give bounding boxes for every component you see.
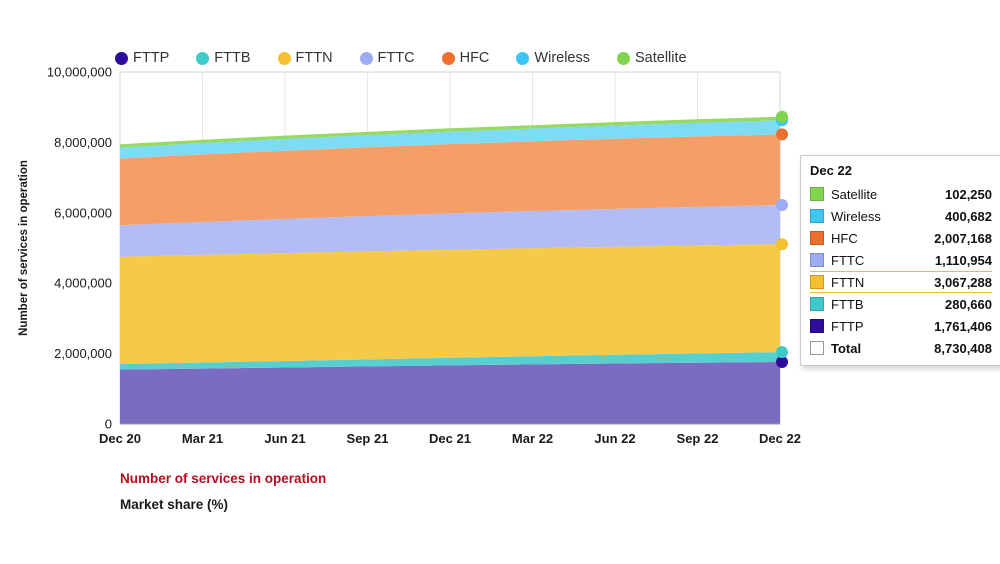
x-axis-tick-label: Mar 21 [182, 431, 223, 446]
area-hfc[interactable] [120, 134, 780, 226]
legend-item-fttn[interactable]: FTTN [277, 50, 333, 66]
y-axis-tick-label: 10,000,000 [47, 65, 112, 80]
tooltip-row-fttb: FTTB 280,660 [810, 293, 992, 315]
legend-item-satellite[interactable]: Satellite [617, 50, 687, 66]
legend-dot-fttn [277, 51, 291, 65]
legend-label: FTTN [295, 50, 333, 66]
legend-label: FTTP [133, 50, 170, 66]
tooltip-series-label: FTTB [831, 296, 864, 312]
tooltip-series-label: Wireless [831, 208, 881, 224]
chart-tab-services-in-operation[interactable]: Number of services in operation [120, 471, 327, 486]
tooltip-row-fttp: FTTP 1,761,406 [810, 315, 992, 337]
legend-dot-satellite [617, 51, 630, 65]
endpoint-dot-hfc[interactable] [776, 128, 788, 141]
tooltip-series-value: 280,660 [945, 296, 992, 312]
tooltip-series-label: Satellite [831, 186, 878, 202]
legend-item-wireless[interactable]: Wireless [516, 50, 590, 66]
y-axis-tick-label: 0 [105, 417, 112, 432]
endpoint-dot-fttb[interactable] [776, 346, 788, 359]
legend-label: FTTC [377, 50, 415, 66]
tooltip-series-label: HFC [831, 230, 858, 246]
tooltip-row-satellite: Satellite 102,250 [810, 183, 992, 205]
tooltip-series-value: 1,110,954 [934, 252, 992, 268]
x-axis-tick-label: Jun 21 [264, 431, 305, 446]
tooltip-swatch-fttc [810, 253, 824, 267]
tooltip-row-wireless: Wireless 400,682 [810, 205, 992, 227]
legend-item-fttb[interactable]: FTTB [196, 50, 251, 66]
tooltip-rows: Satellite 102,250 Wireless 400,682 HFC 2,007,… [810, 183, 992, 359]
area-fttb[interactable] [120, 352, 780, 370]
tooltip-row-fttc: FTTC 1,110,954 [810, 249, 992, 271]
legend-label: FTTB [214, 50, 251, 66]
tooltip-swatch-wireless [810, 209, 824, 223]
tooltip-series-value: 400,682 [945, 208, 992, 224]
legend-label: HFC [459, 50, 490, 66]
chart-legend: FTTP FTTB FTTN FTTC HFC Wireless Satellite [115, 50, 687, 66]
y-axis-tick-label: 4,000,000 [54, 276, 112, 291]
area-fttn[interactable] [120, 244, 780, 365]
x-axis-tick-label: Sep 22 [677, 431, 719, 446]
plot-area[interactable]: 0 2,000,000 4,000,000 6,000,000 8,000,000 10,… [0, 0, 1000, 460]
legend-label: Satellite [635, 50, 687, 66]
legend-label: Wireless [534, 50, 590, 66]
area-wireless[interactable] [120, 120, 780, 159]
legend-dot-fttc [359, 51, 373, 65]
endpoint-dot-fttn[interactable] [776, 238, 788, 251]
chart-tooltip: Dec 22 Satellite 102,250 Wireless 400,682 HF… [800, 155, 1000, 366]
x-axis-tick-label: Dec 20 [99, 431, 141, 446]
y-axis-tick-label: 2,000,000 [54, 346, 112, 361]
tooltip-series-value: 1,761,406 [934, 318, 992, 334]
area-satellite[interactable] [120, 116, 780, 148]
area-fttc[interactable] [120, 205, 780, 257]
endpoint-dot-fttc[interactable] [776, 199, 788, 211]
legend-dot-fttp [115, 51, 128, 65]
tooltip-swatch-hfc [810, 231, 824, 245]
tooltip-row-hfc: HFC 2,007,168 [810, 227, 992, 249]
x-axis-tick-label: Dec 22 [759, 431, 801, 446]
legend-dot-wireless [516, 51, 530, 65]
chart-tabs: Number of services in operation Market sh… [120, 471, 326, 523]
legend-dot-hfc [441, 51, 455, 65]
x-axis-tick-label: Jun 22 [594, 431, 635, 446]
tooltip-swatch-satellite [810, 187, 824, 201]
tooltip-date-header: Dec 22 [810, 163, 852, 178]
x-axis-tick-label: Mar 22 [512, 431, 553, 446]
tooltip-series-label: Total [831, 340, 862, 356]
y-axis-tick-label: 6,000,000 [54, 205, 112, 220]
endpoint-dot-satellite[interactable] [776, 110, 788, 123]
tooltip-series-value: 102,250 [945, 186, 992, 202]
x-axis-tick-label: Sep 21 [347, 431, 389, 446]
area-fttp[interactable] [120, 362, 780, 424]
tooltip-swatch-fttp [810, 319, 824, 333]
tooltip-swatch-total [810, 341, 824, 355]
tooltip-series-value: 2,007,168 [934, 230, 992, 246]
legend-dot-fttb [196, 51, 210, 65]
tooltip-row-fttn: FTTN 3,067,288 [810, 271, 992, 293]
tooltip-series-value: 8,730,408 [934, 340, 992, 356]
endpoint-dot-fttp[interactable] [776, 356, 788, 368]
tooltip-series-label: FTTP [831, 318, 864, 334]
legend-item-hfc[interactable]: HFC [441, 50, 490, 66]
tooltip-series-label: FTTN [831, 274, 865, 290]
legend-item-fttp[interactable]: FTTP [115, 50, 169, 66]
chart-tab-market-share[interactable]: Market share (%) [120, 497, 229, 512]
x-axis-tick-label: Dec 21 [429, 431, 471, 446]
tooltip-swatch-fttb [810, 297, 824, 311]
tooltip-series-value: 3,067,288 [934, 274, 992, 290]
tooltip-row-total: Total 8,730,408 [810, 337, 992, 359]
tooltip-swatch-fttn [810, 275, 824, 289]
tooltip-series-label: FTTC [831, 252, 865, 268]
legend-item-fttc[interactable]: FTTC [359, 50, 415, 66]
y-axis-tick-label: 8,000,000 [54, 135, 112, 150]
